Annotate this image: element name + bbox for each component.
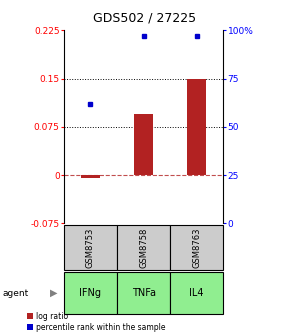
Bar <box>170 225 223 270</box>
Bar <box>117 272 170 314</box>
Text: IFNg: IFNg <box>79 288 102 298</box>
Text: GDS502 / 27225: GDS502 / 27225 <box>93 12 197 25</box>
Bar <box>64 272 117 314</box>
Bar <box>187 79 206 175</box>
Text: GSM8763: GSM8763 <box>192 227 201 268</box>
Text: GSM8758: GSM8758 <box>139 227 148 268</box>
Bar <box>170 272 223 314</box>
Text: GSM8753: GSM8753 <box>86 227 95 268</box>
Bar <box>134 114 153 175</box>
Text: IL4: IL4 <box>189 288 204 298</box>
Text: ▶: ▶ <box>50 288 57 298</box>
Bar <box>64 225 117 270</box>
Bar <box>117 225 170 270</box>
Text: agent: agent <box>3 289 29 298</box>
Text: TNFa: TNFa <box>132 288 155 298</box>
Legend: log ratio, percentile rank within the sample: log ratio, percentile rank within the sa… <box>27 312 166 332</box>
Bar <box>81 175 100 178</box>
